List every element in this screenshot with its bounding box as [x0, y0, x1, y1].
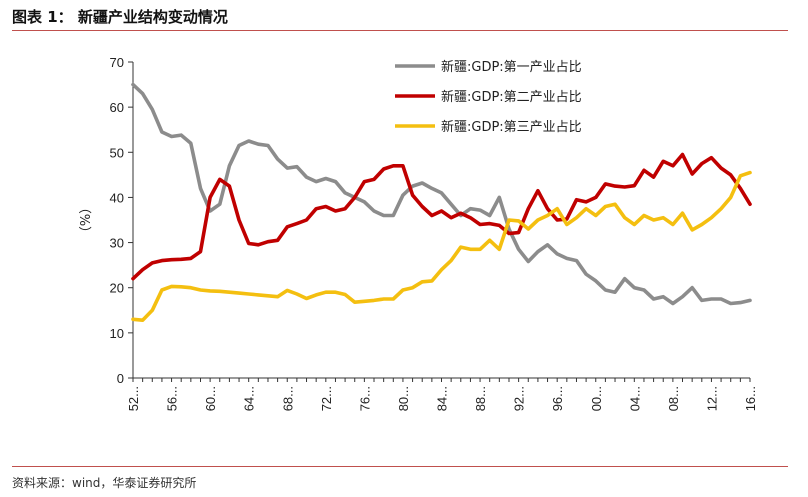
y-tick-label: 30	[110, 236, 124, 251]
x-tick-label: 04...	[627, 386, 642, 411]
x-tick-label: 96...	[550, 386, 565, 411]
x-tick-label: 76...	[357, 386, 372, 411]
source-note: 资料来源：wind，华泰证券研究所	[12, 476, 197, 490]
y-tick-label: 70	[110, 55, 124, 70]
figure-title: 图表 1： 新疆产业结构变动情况	[12, 8, 228, 26]
x-tick-label: 84...	[435, 386, 450, 411]
y-tick-label: 60	[110, 100, 124, 115]
y-tick-label: 0	[117, 371, 124, 386]
x-tick-label: 12...	[704, 386, 719, 411]
x-tick-label: 08...	[666, 386, 681, 411]
x-tick-label: 92...	[512, 386, 527, 411]
y-tick-label: 40	[110, 190, 124, 205]
series-line-2	[131, 152, 752, 281]
y-tick-label: 10	[110, 326, 124, 341]
x-tick-label: 80...	[396, 386, 411, 411]
x-tick-label: 56...	[165, 386, 180, 411]
y-tick-label: 50	[110, 145, 124, 160]
legend-label-2: 新疆:GDP:第二产业占比	[441, 89, 582, 105]
series-line-1	[131, 82, 752, 306]
x-tick-label: 64...	[242, 386, 257, 411]
x-tick-label: 16...	[743, 386, 758, 411]
x-tick-label: 72...	[319, 386, 334, 411]
x-tick-label: 00...	[589, 386, 604, 411]
series-line-3	[131, 170, 752, 323]
chart-series	[131, 82, 752, 323]
chart-axes: 0 10 20 30 40 50 60 70 （%） 52... 56... 60... 64... 68…	[79, 55, 758, 411]
legend-label-1: 新疆:GDP:第一产业占比	[441, 59, 582, 75]
x-tick-label: 52...	[126, 386, 141, 411]
y-axis-label: （%）	[79, 201, 94, 239]
source-rule	[12, 466, 788, 467]
x-tick-label: 88...	[473, 386, 488, 411]
x-tick-label: 68...	[280, 386, 295, 411]
title-rule	[12, 30, 788, 31]
y-tick-label: 20	[110, 281, 124, 296]
x-tick-label: 60...	[203, 386, 218, 411]
legend-label-3: 新疆:GDP:第三产业占比	[441, 119, 582, 135]
